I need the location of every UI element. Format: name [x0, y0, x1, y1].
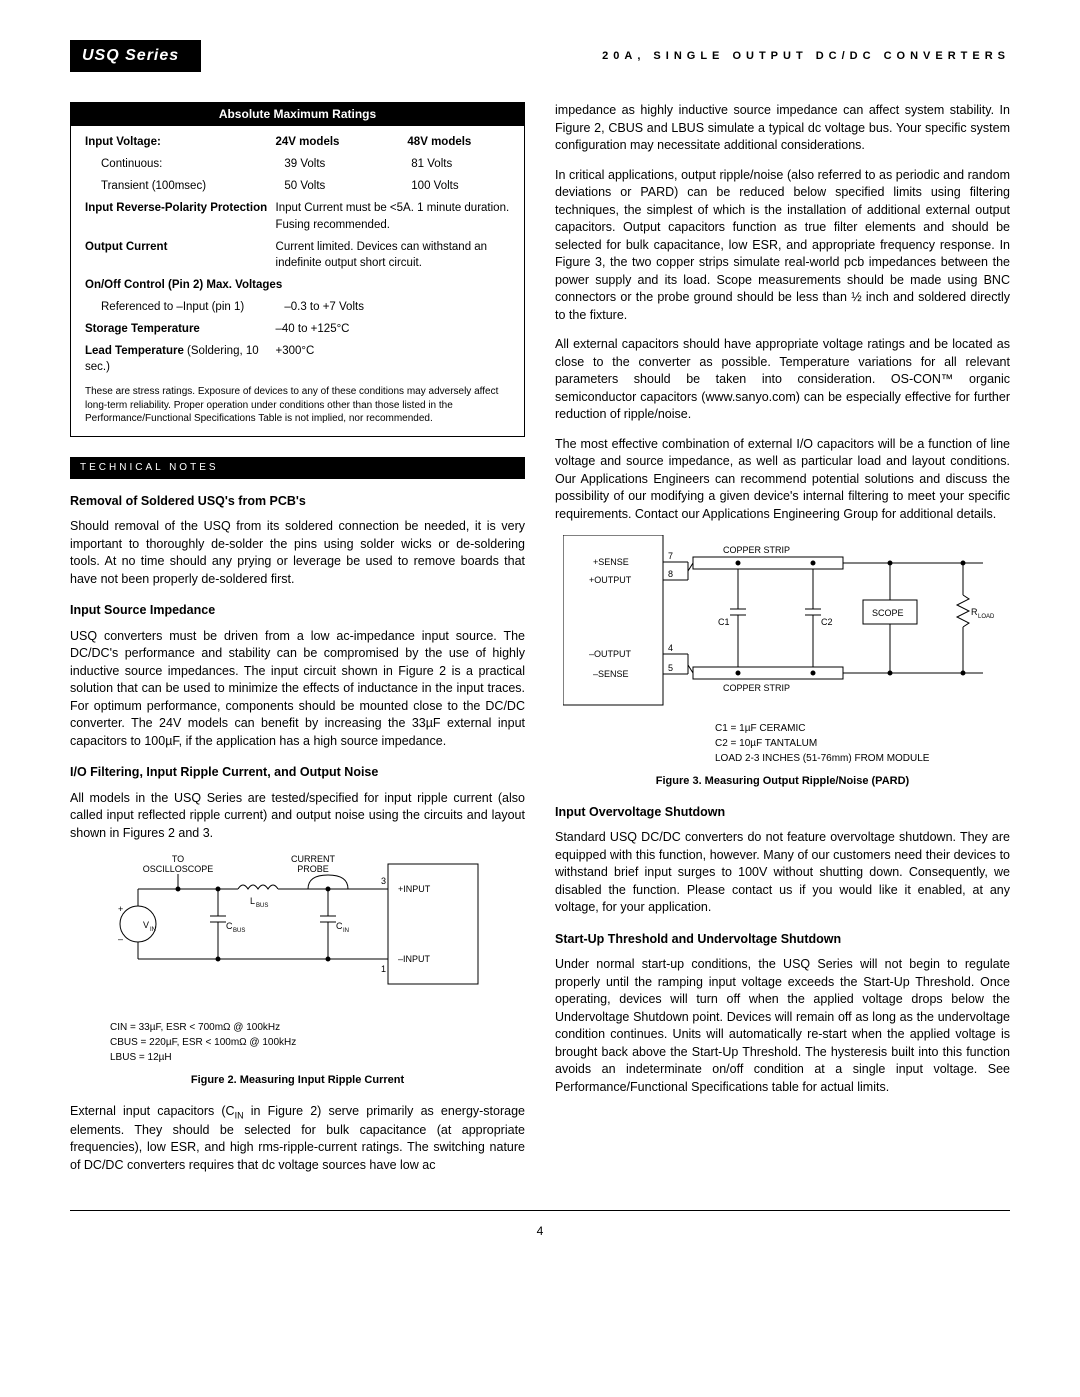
svg-text:8: 8 [668, 569, 673, 579]
figure-3-diagram: +SENSE +OUTPUT –OUTPUT –SENSE 7 8 4 5 CO… [563, 535, 1003, 715]
right-column: impedance as highly inductive source imp… [555, 102, 1010, 1186]
tech-notes-bar: TECHNICAL NOTES [70, 457, 525, 479]
ratings-label: Input Reverse-Polarity Protection [85, 200, 276, 232]
svg-text:V: V [143, 920, 149, 930]
ratings-value: Input Current must be <5A. 1 minute dura… [276, 200, 510, 232]
body-text: All models in the USQ Series are tested/… [70, 790, 525, 843]
svg-text:COPPER STRIP: COPPER STRIP [723, 545, 790, 555]
page-header: USQ Series 20A, SINGLE OUTPUT DC/DC CONV… [70, 40, 1010, 72]
figure-2-caption: Figure 2. Measuring Input Ripple Current [70, 1073, 525, 1088]
svg-text:C2: C2 [821, 617, 833, 627]
svg-text:R: R [971, 607, 978, 617]
body-text: USQ converters must be driven from a low… [70, 628, 525, 751]
svg-text:–OUTPUT: –OUTPUT [589, 649, 632, 659]
ratings-value: –40 to +125°C [276, 321, 510, 337]
svg-text:IN: IN [343, 928, 349, 934]
svg-text:+SENSE: +SENSE [593, 557, 629, 567]
svg-text:+: + [118, 904, 123, 914]
body-text: In critical applications, output ripple/… [555, 167, 1010, 325]
section-heading: Input Source Impedance [70, 602, 525, 620]
svg-text:C: C [226, 921, 233, 931]
svg-text:BUS: BUS [256, 903, 268, 909]
ratings-value: –0.3 to +7 Volts [284, 299, 510, 315]
footer-rule [70, 1210, 1010, 1211]
body-text: All external capacitors should have appr… [555, 336, 1010, 424]
svg-text:OSCILLOSCOPE: OSCILLOSCOPE [142, 864, 213, 874]
svg-text:TO: TO [171, 854, 183, 864]
ratings-value: 39 Volts [284, 156, 411, 172]
svg-text:3: 3 [381, 876, 386, 886]
ratings-value: +300°C [276, 343, 510, 375]
body-text: impedance as highly inductive source imp… [555, 102, 1010, 155]
ratings-value: 100 Volts [411, 178, 510, 194]
svg-text:L: L [250, 896, 255, 906]
svg-text:–: – [118, 934, 123, 944]
svg-text:C: C [336, 921, 343, 931]
ratings-label: On/Off Control (Pin 2) Max. Voltages [85, 277, 510, 293]
ratings-title: Absolute Maximum Ratings [71, 103, 524, 126]
body-text: Should removal of the USQ from its solde… [70, 518, 525, 588]
content-columns: Absolute Maximum Ratings Input Voltage: … [70, 102, 1010, 1186]
svg-text:CURRENT: CURRENT [291, 854, 336, 864]
ratings-label: Storage Temperature [85, 321, 276, 337]
ratings-label: Continuous: [85, 156, 284, 172]
section-heading: I/O Filtering, Input Ripple Current, and… [70, 764, 525, 782]
svg-text:SCOPE: SCOPE [872, 608, 904, 618]
body-text: External input capacitors (CIN in Figure… [70, 1103, 525, 1175]
body-text: Under normal start-up conditions, the US… [555, 956, 1010, 1096]
figure-2-notes: CIN = 33µF, ESR < 700mΩ @ 100kHz CBUS = … [110, 1020, 525, 1065]
svg-text:+INPUT: +INPUT [398, 884, 431, 894]
svg-text:5: 5 [668, 663, 673, 673]
svg-text:7: 7 [668, 551, 673, 561]
ratings-label: Transient (100msec) [85, 178, 284, 194]
svg-text:+OUTPUT: +OUTPUT [589, 575, 632, 585]
section-heading: Input Overvoltage Shutdown [555, 804, 1010, 822]
svg-text:–INPUT: –INPUT [398, 954, 431, 964]
series-title: USQ Series [70, 40, 201, 72]
left-column: Absolute Maximum Ratings Input Voltage: … [70, 102, 525, 1186]
figure-3-caption: Figure 3. Measuring Output Ripple/Noise … [555, 774, 1010, 789]
svg-text:COPPER STRIP: COPPER STRIP [723, 683, 790, 693]
body-text: Standard USQ DC/DC converters do not fea… [555, 829, 1010, 917]
ratings-colhead: 48V models [407, 134, 510, 150]
ratings-value: 81 Volts [411, 156, 510, 172]
ratings-label: Lead Temperature (Soldering, 10 sec.) [85, 343, 276, 375]
ratings-value: 50 Volts [284, 178, 411, 194]
ratings-label: Output Current [85, 239, 276, 271]
ratings-footnote: These are stress ratings. Exposure of de… [85, 385, 510, 426]
svg-text:LOAD: LOAD [978, 614, 995, 620]
svg-text:C1: C1 [718, 617, 730, 627]
svg-text:4: 4 [668, 643, 673, 653]
ratings-value: Current limited. Devices can withstand a… [276, 239, 510, 271]
figure-3-notes: C1 = 1µF CERAMIC C2 = 10µF TANTALUM LOAD… [715, 721, 1010, 766]
ratings-table: Absolute Maximum Ratings Input Voltage: … [70, 102, 525, 436]
svg-text:PROBE: PROBE [297, 864, 329, 874]
page-subtitle: 20A, SINGLE OUTPUT DC/DC CONVERTERS [602, 49, 1010, 64]
figure-2-diagram: 3 1 +INPUT –INPUT CURRENT PROBE + [108, 854, 488, 1014]
section-heading: Removal of Soldered USQ's from PCB's [70, 493, 525, 511]
section-heading: Start-Up Threshold and Undervoltage Shut… [555, 931, 1010, 949]
ratings-label: Input Voltage: [85, 134, 276, 150]
page-number: 4 [70, 1223, 1010, 1240]
svg-text:BUS: BUS [233, 928, 245, 934]
svg-text:IN: IN [150, 927, 156, 933]
ratings-label: Referenced to –Input (pin 1) [85, 299, 284, 315]
svg-text:1: 1 [381, 964, 386, 974]
svg-text:–SENSE: –SENSE [593, 669, 629, 679]
ratings-colhead: 24V models [276, 134, 408, 150]
body-text: The most effective combination of extern… [555, 436, 1010, 524]
